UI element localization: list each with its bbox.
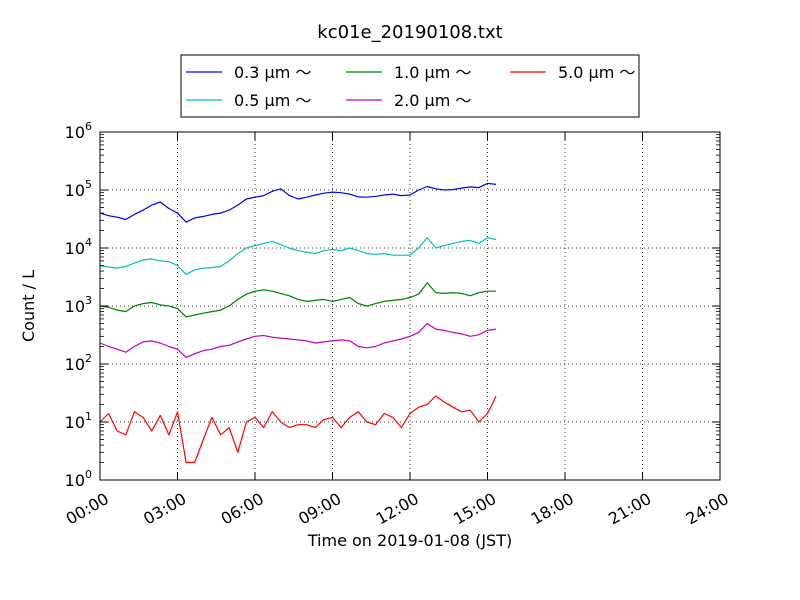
legend-label: 5.0 µm ～ xyxy=(558,63,635,82)
legend: 0.3 µm ～ 0.5 µm ～ 1.0 µm ～ 2.0 µm ～ 5.0 µm ～ xyxy=(180,54,640,118)
y-tick-label: 102 xyxy=(65,352,92,374)
grid xyxy=(100,132,720,480)
series-line-4 xyxy=(99,395,497,464)
series-line-1 xyxy=(99,237,497,275)
y-tick-label: 101 xyxy=(65,410,92,432)
y-tick-label: 100 xyxy=(65,468,92,490)
y-axis: 100 101 102 103 104 105 106 xyxy=(65,120,720,490)
chart-title: kc01e_20190108.txt xyxy=(317,22,502,43)
y-tick-label: 104 xyxy=(65,236,92,258)
series-layer xyxy=(99,182,497,464)
y-tick-label: 105 xyxy=(65,178,92,200)
y-tick-label: 106 xyxy=(65,120,92,142)
y-tick-label: 103 xyxy=(65,294,92,316)
legend-label: 1.0 µm ～ xyxy=(394,63,471,82)
legend-box xyxy=(180,54,640,118)
legend-label: 0.5 µm ～ xyxy=(234,91,311,110)
legend-label: 2.0 µm ～ xyxy=(394,91,471,110)
legend-label: 0.3 µm ～ xyxy=(234,63,311,82)
y-axis-label: Count / L xyxy=(19,270,38,342)
x-axis-label: Time on 2019-01-08 (JST) xyxy=(307,531,512,550)
series-line-3 xyxy=(99,322,497,358)
series-line-2 xyxy=(99,282,497,318)
series-line-0 xyxy=(99,182,497,223)
